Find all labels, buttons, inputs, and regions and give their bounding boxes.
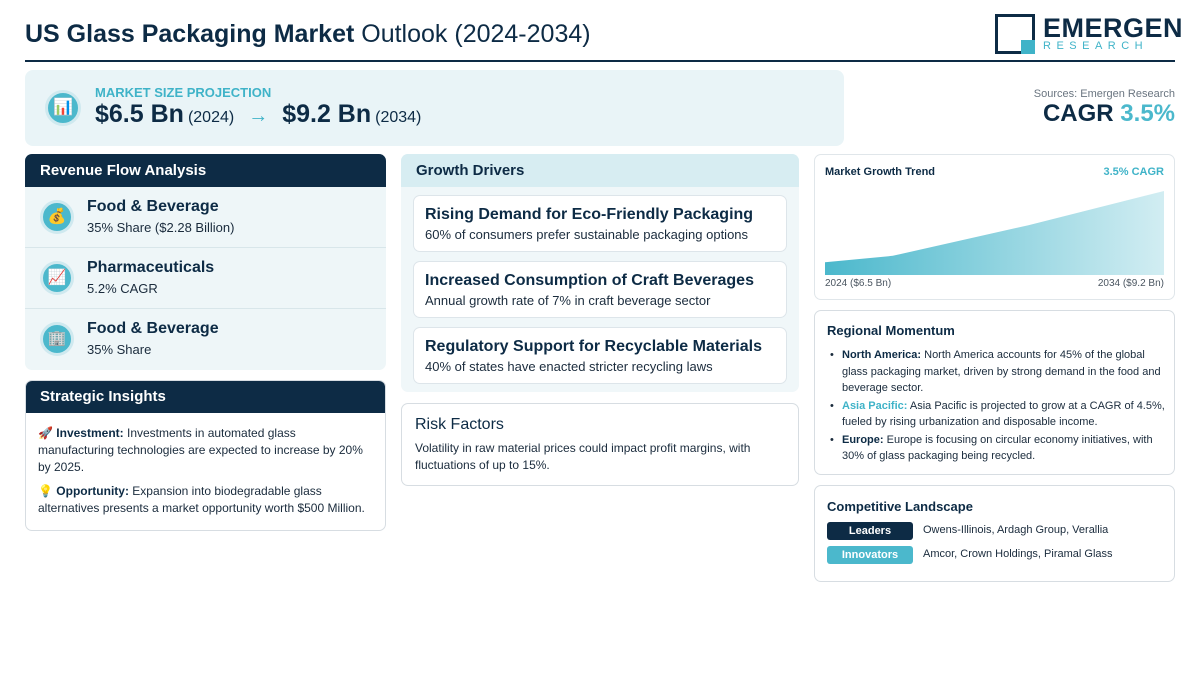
insight-investment: 🚀 Investment: Investments in automated g…	[38, 425, 373, 476]
driver-item: Increased Consumption of Craft Beverages…	[413, 261, 787, 318]
projection-label: MARKET SIZE PROJECTION	[95, 85, 272, 100]
page-header: US Glass Packaging Market Outlook (2024-…	[25, 12, 1183, 62]
driver-item: Regulatory Support for Recyclable Materi…	[413, 327, 787, 384]
page-title-rest: Outlook (2024-2034)	[361, 20, 591, 48]
bar-chart-icon: 📊	[45, 90, 81, 126]
insight-label: Opportunity:	[56, 484, 129, 498]
lightbulb-icon: 💡	[38, 484, 53, 498]
driver-title: Regulatory Support for Recyclable Materi…	[425, 338, 762, 355]
region-text: Asia Pacific is projected to grow at a C…	[842, 399, 1165, 429]
projection-start-year: (2024)	[187, 109, 235, 126]
market-size-projection: 📊 MARKET SIZE PROJECTION $6.5 Bn (2024) → $…	[25, 70, 844, 146]
risk-factors-text: Volatility in raw material prices could …	[415, 441, 751, 472]
trend-end-label: 2034 ($9.2 Bn)	[1097, 278, 1164, 289]
page-title-bold: US Glass Packaging Market	[25, 20, 355, 48]
regional-momentum-card: Regional Momentum North America: North A…	[814, 310, 1175, 475]
driver-item: Rising Demand for Eco-Friendly Packaging…	[413, 195, 787, 252]
regional-item: North America: North America accounts fo…	[827, 347, 1167, 397]
region-text: North America accounts for 45% of the gl…	[842, 349, 1161, 394]
market-growth-trend-card: Market Growth Trend 3.5% CAGR 2024 ($6.5…	[814, 154, 1175, 300]
revenue-item-sub: 35% Share	[87, 342, 152, 357]
trend-area	[825, 191, 1164, 275]
growth-drivers-card: Growth Drivers Rising Demand for Eco-Fri…	[401, 154, 799, 392]
trend-up-icon: 📈	[40, 261, 74, 295]
insight-text: Investments in automated glass manufactu…	[38, 426, 363, 474]
region-text: Europe is focusing on circular economy i…	[842, 433, 1153, 463]
cagr-label: CAGR	[1042, 100, 1114, 127]
logo-mark-icon	[995, 14, 1035, 54]
emergen-logo: EMERGEN RESEARCH	[995, 13, 1183, 56]
revenue-item-sub: 5.2% CAGR	[87, 281, 158, 296]
cagr-summary: CAGR 3.5%	[1043, 100, 1175, 128]
projection-start-value: $6.5 Bn	[95, 100, 184, 128]
insight-opportunity: 💡 Opportunity: Expansion into biodegrada…	[38, 483, 373, 517]
region-name: Asia Pacific:	[842, 399, 908, 412]
trend-cagr: 3.5% CAGR	[1103, 166, 1164, 178]
logo-name: EMERGEN	[1043, 13, 1184, 43]
revenue-item: 📈 Pharmaceuticals 5.2% CAGR	[25, 248, 386, 309]
driver-sub: 60% of consumers prefer sustainable pack…	[425, 227, 749, 242]
revenue-item: 💰 Food & Beverage 35% Share ($2.28 Billi…	[25, 187, 386, 248]
region-name: North America:	[842, 349, 922, 361]
driver-title: Rising Demand for Eco-Friendly Packaging	[425, 206, 754, 223]
building-icon: 🏢	[40, 322, 74, 356]
driver-sub: 40% of states have enacted stricter recy…	[425, 359, 713, 374]
competitive-row: Leaders Owens-Illinois, Ardagh Group, Ve…	[827, 522, 1167, 540]
trend-chart	[825, 191, 1164, 275]
growth-drivers-title: Growth Drivers	[401, 154, 799, 187]
revenue-item-sub: 35% Share ($2.28 Billion)	[87, 220, 235, 235]
sources-text: Sources: Emergen Research	[1033, 88, 1175, 100]
arrow-right-icon: →	[248, 105, 269, 127]
insight-text: Expansion into biodegradable glass alter…	[38, 484, 365, 515]
driver-title: Increased Consumption of Craft Beverages	[425, 272, 754, 289]
regional-item: Europe: Europe is focusing on circular e…	[827, 432, 1167, 465]
strategic-insights-card: Strategic Insights 🚀 Investment: Investm…	[25, 380, 386, 531]
rocket-icon: 🚀	[38, 426, 53, 440]
strategic-insights-title: Strategic Insights	[26, 381, 385, 413]
revenue-flow-title: Revenue Flow Analysis	[25, 154, 386, 187]
money-bag-icon: 💰	[40, 200, 74, 234]
cagr-value: 3.5%	[1120, 100, 1175, 127]
trend-start-label: 2024 ($6.5 Bn)	[825, 278, 892, 289]
region-name: Europe:	[842, 433, 884, 446]
risk-factors-card: Risk Factors Volatility in raw material …	[401, 403, 799, 486]
competitive-landscape-card: Competitive Landscape Leaders Owens-Illi…	[814, 485, 1175, 582]
innovators-badge: Innovators	[827, 546, 913, 564]
revenue-item: 🏢 Food & Beverage 35% Share	[25, 309, 386, 370]
revenue-item-title: Food & Beverage	[87, 198, 219, 215]
trend-title: Market Growth Trend	[825, 166, 936, 178]
competitor-names: Amcor, Crown Holdings, Piramal Glass	[923, 548, 1113, 560]
page-title: US Glass Packaging Market Outlook (2024-…	[25, 20, 591, 49]
leaders-badge: Leaders	[827, 522, 913, 540]
logo-sub: RESEARCH	[1043, 40, 1149, 52]
revenue-flow-card: Revenue Flow Analysis 💰 Food & Beverage …	[25, 154, 386, 370]
revenue-item-title: Pharmaceuticals	[87, 259, 215, 276]
revenue-item-title: Food & Beverage	[87, 320, 219, 337]
competitive-landscape-title: Competitive Landscape	[827, 499, 973, 514]
driver-sub: Annual growth rate of 7% in craft bevera…	[425, 293, 711, 308]
projection-end-value: $9.2 Bn	[282, 100, 372, 128]
regional-item: Asia Pacific: Asia Pacific is projected …	[827, 398, 1167, 431]
regional-list: North America: North America accounts fo…	[827, 347, 1167, 466]
regional-momentum-title: Regional Momentum	[827, 323, 955, 338]
competitor-names: Owens-Illinois, Ardagh Group, Verallia	[923, 524, 1109, 536]
projection-values: $6.5 Bn (2024) → $9.2 Bn (2034)	[95, 100, 421, 129]
insight-label: Investment:	[56, 426, 124, 440]
projection-end-year: (2034)	[375, 109, 422, 126]
competitive-row: Innovators Amcor, Crown Holdings, Pirama…	[827, 546, 1167, 564]
risk-factors-title: Risk Factors	[415, 416, 504, 433]
